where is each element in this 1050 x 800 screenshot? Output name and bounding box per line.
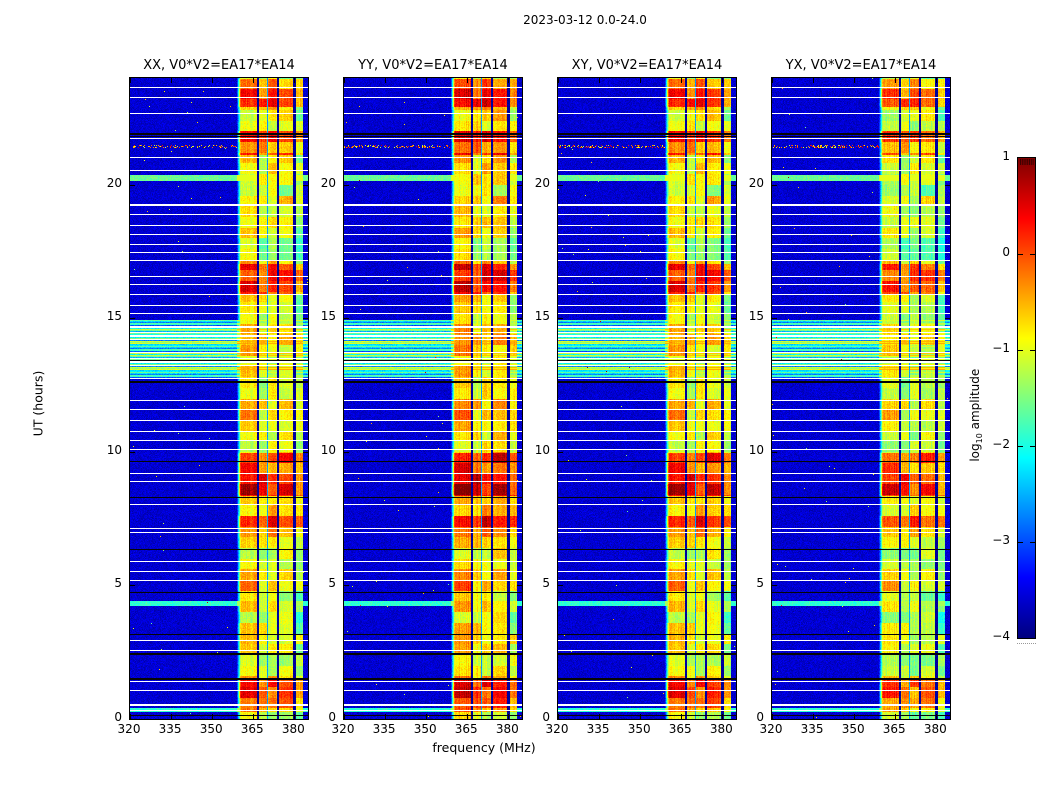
y-tick-label: 10 — [748, 442, 764, 457]
x-tick-label: 350 — [413, 722, 437, 736]
y-tick-label: 5 — [756, 576, 764, 591]
figure-title: 2023-03-12 0.0-24.0 — [523, 13, 647, 27]
panel-title-yx: YX, V0*V2=EA17*EA14 — [785, 58, 937, 73]
x-tick-label: 365 — [454, 722, 478, 736]
y-tick-label: 20 — [534, 175, 550, 190]
colorbar-tick-label: −4 — [992, 629, 1010, 643]
x-tick-label: 365 — [668, 722, 692, 736]
y-tick-label: 5 — [542, 576, 550, 591]
colorbar-label: log10 amplitude — [968, 355, 984, 475]
x-tick-label: 365 — [882, 722, 906, 736]
y-tick-label: 20 — [320, 175, 336, 190]
y-tick-label: 0 — [328, 710, 336, 724]
colorbar-label-suffix: amplitude — [967, 368, 982, 434]
x-tick-label: 380 — [923, 722, 947, 736]
y-axis-label: UT (hours) — [30, 370, 46, 437]
y-tick-label: 20 — [106, 175, 122, 190]
colorbar-extend-dots — [1017, 642, 1036, 644]
x-tick-label: 320 — [759, 722, 783, 736]
x-tick-label: 380 — [495, 722, 519, 736]
x-tick-label: 320 — [545, 722, 569, 736]
spectrogram-panel-yy — [343, 77, 523, 720]
y-tick-label: 15 — [320, 309, 336, 324]
colorbar-tick-label: −2 — [992, 437, 1010, 451]
x-tick-label: 365 — [240, 722, 264, 736]
x-tick-label: 380 — [281, 722, 305, 736]
y-tick-label: 5 — [114, 576, 122, 591]
heatmap-canvas-yx — [772, 78, 950, 719]
colorbar-tick-label: 0 — [1002, 245, 1010, 259]
panel-title-xx: XX, V0*V2=EA17*EA14 — [143, 58, 295, 73]
y-tick-label: 10 — [106, 442, 122, 457]
y-tick-label: 10 — [534, 442, 550, 457]
y-tick-label: 15 — [106, 309, 122, 324]
y-tick-label: 20 — [748, 175, 764, 190]
spectrogram-panel-xx — [129, 77, 309, 720]
x-tick-label: 350 — [841, 722, 865, 736]
colorbar-tick-label: 1 — [1002, 149, 1010, 163]
colorbar-tick-label: −3 — [992, 533, 1010, 547]
x-tick-label: 380 — [709, 722, 733, 736]
y-tick-label: 0 — [542, 710, 550, 724]
colorbar — [1017, 157, 1036, 639]
x-tick-label: 335 — [586, 722, 610, 736]
x-tick-label: 320 — [117, 722, 141, 736]
x-tick-label: 320 — [331, 722, 355, 736]
x-tick-label: 350 — [199, 722, 223, 736]
x-tick-label: 335 — [372, 722, 396, 736]
x-axis-label: frequency (MHz) — [432, 740, 536, 755]
heatmap-canvas-yy — [344, 78, 522, 719]
spectrogram-panel-yx — [771, 77, 951, 720]
y-tick-label: 0 — [756, 710, 764, 724]
y-tick-label: 15 — [748, 309, 764, 324]
panel-title-yy: YY, V0*V2=EA17*EA14 — [358, 58, 508, 73]
y-tick-label: 10 — [320, 442, 336, 457]
x-tick-label: 335 — [158, 722, 182, 736]
x-tick-label: 350 — [627, 722, 651, 736]
panel-title-xy: XY, V0*V2=EA17*EA14 — [571, 58, 723, 73]
colorbar-tick-label: −1 — [992, 341, 1010, 355]
y-tick-label: 0 — [114, 710, 122, 724]
y-tick-label: 5 — [328, 576, 336, 591]
heatmap-canvas-xy — [558, 78, 736, 719]
y-tick-label: 15 — [534, 309, 550, 324]
heatmap-canvas-xx — [130, 78, 308, 719]
spectrogram-panel-xy — [557, 77, 737, 720]
colorbar-canvas — [1018, 158, 1035, 638]
x-tick-label: 335 — [800, 722, 824, 736]
